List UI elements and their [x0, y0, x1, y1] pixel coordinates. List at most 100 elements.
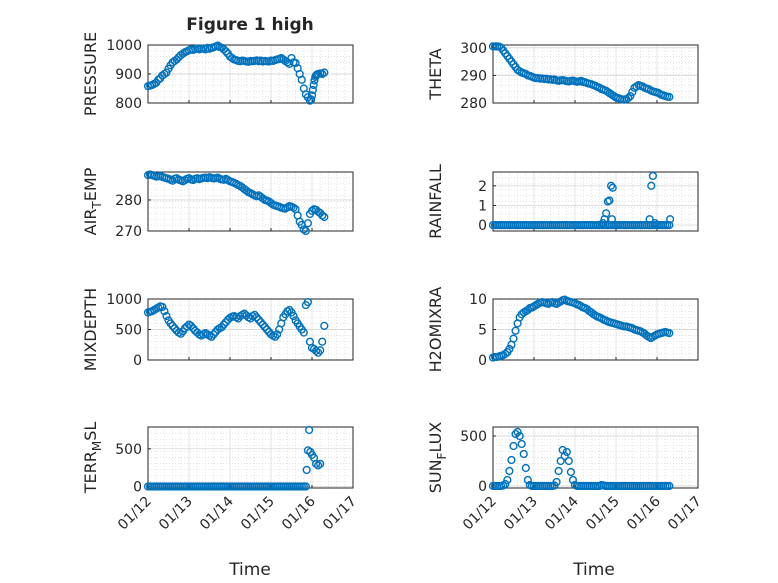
- data-point: [258, 194, 267, 203]
- y-tick-label: 900: [115, 67, 142, 83]
- data-point: [665, 329, 674, 338]
- y-tick-label: 5: [478, 323, 487, 339]
- data-point: [252, 313, 261, 322]
- y-axis-label: TERRMSL: [81, 422, 104, 495]
- data-point: [647, 181, 656, 190]
- data-point: [605, 196, 614, 205]
- data-point: [517, 439, 526, 449]
- subplot-theta: 280 290 300 THETA: [426, 41, 699, 112]
- data-point: [509, 441, 518, 451]
- data-point: [207, 332, 216, 341]
- y-tick-label: 500: [460, 429, 487, 445]
- data-point: [219, 45, 228, 54]
- y-tick-label: 0: [133, 479, 142, 495]
- data-point: [209, 330, 218, 339]
- data-point: [305, 96, 315, 105]
- y-tick-label: 0: [133, 353, 142, 369]
- data-point: [166, 319, 175, 328]
- y-tick-label: 0: [478, 353, 487, 369]
- data-point: [645, 215, 654, 224]
- subplot-pressure: 800 900 1000 PRESSURE: [81, 32, 354, 116]
- data-point: [318, 69, 327, 79]
- y-axis-label: RAINFALL: [426, 164, 445, 239]
- data-point: [158, 302, 167, 312]
- data-point: [302, 465, 311, 475]
- data-point: [260, 322, 269, 332]
- data-point: [507, 455, 516, 465]
- data-point: [186, 321, 196, 330]
- data-point: [628, 87, 637, 97]
- data-point: [501, 349, 510, 359]
- data-point: [312, 346, 321, 355]
- data-point: [172, 174, 181, 183]
- data-point: [598, 219, 607, 228]
- data-point: [318, 211, 327, 220]
- y-axis-label: SUNFLUX: [426, 422, 449, 494]
- data-point: [303, 219, 313, 228]
- data-point: [189, 324, 198, 333]
- data-point: [221, 318, 231, 327]
- data-point: [256, 318, 265, 327]
- data-point: [320, 68, 329, 77]
- data-point: [566, 467, 576, 477]
- data-point: [666, 215, 675, 224]
- data-point: [503, 475, 512, 485]
- axes-box: [147, 171, 354, 232]
- axes-box: [492, 44, 699, 104]
- data-point: [552, 477, 561, 487]
- data-point: [316, 346, 325, 355]
- data-point: [289, 203, 298, 212]
- data-point: [250, 310, 259, 319]
- time-label-left: Time: [228, 560, 271, 580]
- data-point: [299, 328, 308, 337]
- data-point: [291, 58, 300, 68]
- figure-title: Figure 1 high: [186, 15, 314, 35]
- data-point: [160, 69, 169, 79]
- data-point: [568, 475, 578, 485]
- y-tick-label: 0: [478, 479, 487, 495]
- subplot-air: 270 280 AIRTEMP: [81, 167, 354, 240]
- data-point: [515, 431, 524, 441]
- y-tick-label: 500: [115, 323, 142, 339]
- data-point: [297, 75, 306, 84]
- y-tick-label: 800: [115, 96, 142, 112]
- data-point: [505, 466, 514, 476]
- y-tick-label: 300: [460, 41, 487, 57]
- data-point: [178, 49, 187, 58]
- data-point: [160, 307, 169, 316]
- data-point: [556, 456, 565, 466]
- data-point: [509, 334, 518, 343]
- data-point: [505, 344, 514, 354]
- y-tick-label: 10: [469, 292, 487, 308]
- y-tick-label: 1: [478, 198, 487, 214]
- data-point: [562, 447, 571, 457]
- data-point: [513, 427, 522, 437]
- data-point: [560, 451, 569, 461]
- data-point: [162, 311, 171, 321]
- y-tick-label: 280: [460, 96, 487, 112]
- data-point: [307, 91, 317, 100]
- data-point: [511, 429, 520, 439]
- data-point: [289, 311, 298, 321]
- subplot-rainfall: 0 1 2 RAINFALL: [426, 164, 699, 239]
- data-point: [242, 186, 251, 195]
- data-point: [318, 337, 327, 346]
- data-point: [665, 221, 674, 230]
- data-point: [285, 305, 294, 315]
- data-point: [170, 324, 179, 333]
- data-point: [271, 332, 280, 341]
- data-point: [511, 326, 520, 335]
- subplot-mixdepth: 0 500 1000 MIXDEPTH: [81, 288, 354, 371]
- axes-box: [492, 171, 699, 232]
- y-tick-label: 290: [460, 68, 487, 84]
- data-point: [287, 53, 296, 63]
- data-point: [221, 47, 231, 56]
- y-tick-label: 280: [115, 193, 142, 209]
- data-point: [273, 330, 282, 339]
- y-tick-label: 1000: [106, 38, 142, 54]
- data-point: [523, 305, 532, 315]
- y-axis-label: THETA: [426, 48, 445, 100]
- data-point: [314, 461, 323, 470]
- data-point: [320, 321, 329, 330]
